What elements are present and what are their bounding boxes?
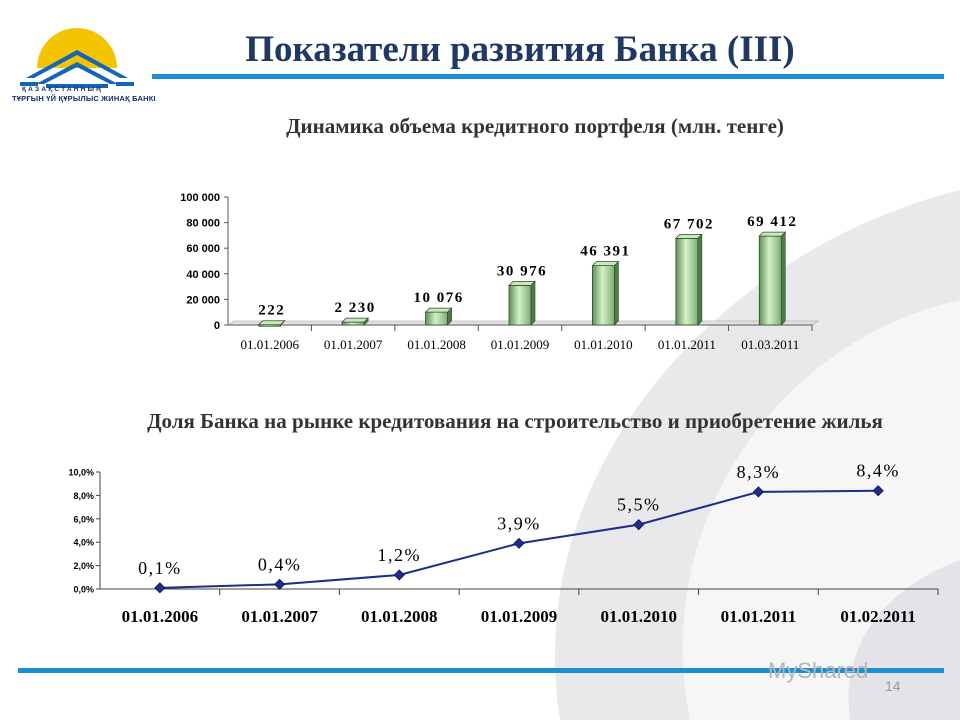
bar-x-tick-label: 01.01.2006	[240, 337, 299, 352]
bar-side	[280, 319, 286, 326]
bar-value-label: 30 976	[497, 263, 547, 279]
line-value-label: 8,4%	[856, 462, 900, 481]
line-x-tick-label: 01.02.2011	[840, 607, 916, 626]
bar	[341, 321, 365, 326]
line-point	[633, 519, 645, 531]
bar-y-tick-label: 40 000	[186, 269, 220, 281]
bank-logo	[12, 28, 142, 110]
bar-y-tick-label: 60 000	[186, 243, 220, 255]
footer-rule	[18, 668, 944, 673]
bar-x-tick-label: 01.01.2008	[407, 337, 466, 352]
line-point	[393, 569, 405, 581]
line-y-tick-label: 0,0%	[73, 585, 94, 595]
line-value-label: 8,3%	[737, 462, 781, 482]
bar-y-tick-label: 80 000	[186, 218, 220, 230]
market-share-line-chart: 0,0% 2,0% 4,0% 6,0% 8,0% 10,0% 0,1% 01.01.2006 0…	[68, 462, 939, 626]
line-y-tick-label: 2,0%	[73, 561, 94, 571]
line-value-label: 1,2%	[378, 545, 422, 565]
line-x-tick-label: 01.01.2008	[361, 607, 438, 626]
bar-y-tick-label: 0	[214, 320, 220, 332]
line-point	[752, 486, 764, 498]
bar-value-label: 10 076	[413, 290, 463, 306]
bar-top	[591, 261, 620, 267]
bar-top	[424, 307, 453, 313]
bar	[592, 265, 615, 326]
bar-chart-title: Динамика объема кредитного портфеля (млн…	[286, 114, 784, 138]
line-value-label: 3,9%	[497, 513, 541, 533]
line-y-tick-label: 8,0%	[73, 491, 94, 501]
page-number: 14	[885, 678, 901, 694]
bar	[675, 237, 699, 326]
line-point	[872, 485, 884, 497]
line-x-tick-label: 01.01.2010	[600, 607, 677, 626]
bar-x-tick-label: 01.01.2007	[324, 337, 383, 352]
line-y-tick-label: 6,0%	[73, 514, 94, 524]
bar-value-label: 67 702	[664, 216, 714, 232]
bar-top	[341, 317, 370, 323]
line-chart-title: Доля Банка на рынке кредитования на стро…	[147, 409, 883, 433]
bar-side	[697, 233, 703, 326]
bar-x-tick-label: 01.01.2010	[574, 337, 633, 352]
bar-x-tick-label: 01.01.2009	[491, 337, 550, 352]
bar-y-tick-label: 100 000	[180, 192, 220, 204]
bar-top	[508, 280, 536, 286]
logo-line-1: ҚАЗАҚСТАННЫҢ	[22, 86, 104, 93]
bar-value-label: 222	[258, 303, 285, 319]
bar-side	[447, 307, 452, 326]
bar-value-label: 69 412	[747, 214, 797, 230]
title-rule	[152, 74, 944, 79]
line-point	[274, 578, 286, 590]
line-y-tick-label: 4,0%	[73, 538, 94, 548]
line-value-label: 0,4%	[258, 554, 302, 574]
bar-side	[614, 260, 619, 326]
line-point	[513, 537, 525, 549]
bar	[425, 311, 448, 326]
watermark-text: MyShared	[768, 658, 869, 683]
line-point	[154, 582, 166, 594]
bar-side	[363, 317, 369, 326]
bar-top	[257, 320, 286, 326]
loan-portfolio-bar-chart: 0 20 000 40 000 60 000 80 000 100 000 222 01.01…	[180, 192, 819, 352]
bar-value-label: 46 391	[580, 244, 630, 260]
logo-line-2: ТҰРҒЫН ҮЙ ҚҰРЫЛЫС ЖИНАҚ БАНКІ	[12, 94, 156, 103]
bar-y-tick-label: 20 000	[186, 294, 220, 306]
line-x-tick-label: 01.01.2006	[122, 607, 199, 626]
bar	[508, 284, 532, 326]
bar-x-tick-label: 01.01.2011	[658, 337, 716, 352]
line-y-tick-label: 10,0%	[68, 468, 94, 478]
bar-x-tick-label: 01.03.2011	[741, 337, 799, 352]
line-value-label: 5,5%	[617, 495, 661, 515]
bar-side	[780, 231, 786, 326]
bar-top	[674, 233, 703, 239]
page-title: Показатели развития Банка (III)	[245, 29, 795, 70]
bar-value-label: 2 230	[335, 300, 376, 316]
line-x-tick-label: 01.01.2011	[721, 607, 797, 626]
line-x-tick-label: 01.01.2009	[481, 607, 558, 626]
bar	[758, 235, 782, 326]
line-value-label: 0,1%	[138, 558, 182, 578]
line-x-tick-label: 01.01.2007	[241, 607, 318, 626]
bar-top	[758, 231, 787, 237]
bar-side	[530, 280, 536, 326]
